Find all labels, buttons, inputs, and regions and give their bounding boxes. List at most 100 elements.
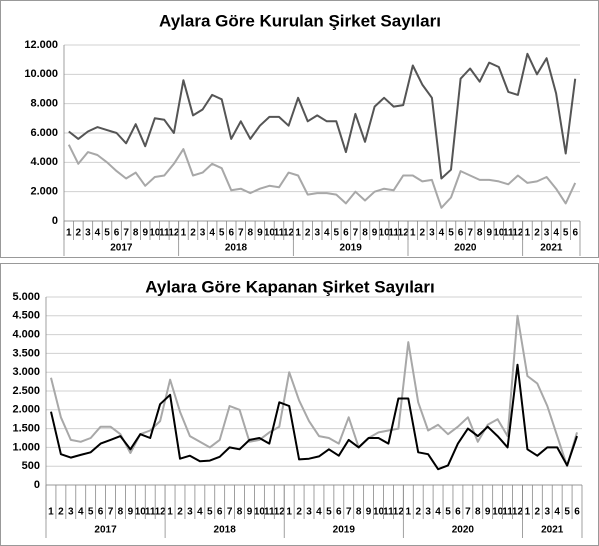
x-tick-label: 10 <box>254 507 266 518</box>
x-tick-label: 6 <box>228 228 234 239</box>
x-tick-label: 7 <box>123 228 129 239</box>
x-tick-label: 12 <box>155 507 167 518</box>
x-tick-label: 3 <box>425 507 431 518</box>
x-tick-label: 1 <box>410 228 416 239</box>
x-tick-label: 4 <box>78 507 84 518</box>
x-tick-label: 1 <box>295 228 301 239</box>
x-tick-label: 10 <box>135 507 147 518</box>
x-tick-label: 10 <box>373 507 385 518</box>
x-group-label: 2021 <box>540 243 563 254</box>
y-tick-label: 6.000 <box>30 127 58 139</box>
x-tick-label: 12 <box>512 507 524 518</box>
y-tick-label: 12.000 <box>24 39 58 51</box>
x-tick-label: 7 <box>467 228 473 239</box>
x-tick-label: 4 <box>316 507 322 518</box>
x-tick-label: 12 <box>274 507 286 518</box>
x-tick-label: 1 <box>181 228 187 239</box>
x-tick-label: 9 <box>247 507 253 518</box>
x-tick-label: 9 <box>486 228 492 239</box>
chart: Aylara Göre Kapanan Şirket Sayıları 0 500… <box>0 263 599 546</box>
x-tick-label: 8 <box>118 507 124 518</box>
x-tick-label: 8 <box>237 507 243 518</box>
x-tick-label: 5 <box>334 228 340 239</box>
x-tick-label: 3 <box>306 507 312 518</box>
x-group-label: 2020 <box>454 243 477 254</box>
x-tick-label: 8 <box>133 228 139 239</box>
x-tick-label: 2 <box>420 228 426 239</box>
x-tick-label: 7 <box>108 507 114 518</box>
x-tick-label: 7 <box>465 507 471 518</box>
x-tick-label: 5 <box>563 228 569 239</box>
x-tick-label: 11 <box>503 228 514 239</box>
data-line <box>68 52 577 180</box>
x-tick-label: 6 <box>114 228 120 239</box>
x-tick-label: 7 <box>346 507 352 518</box>
x-tick-label: 3 <box>85 228 91 239</box>
x-tick-label: 2 <box>296 507 302 518</box>
data-line <box>67 144 577 209</box>
y-tick-label: 8.000 <box>30 98 58 110</box>
y-tick-label: 0 <box>52 215 58 227</box>
x-tick-label: 10 <box>264 228 276 239</box>
x-tick-label: 12 <box>283 228 295 239</box>
x-group-label: 2017 <box>110 243 133 254</box>
y-tick-label: 2.000 <box>12 404 40 416</box>
x-tick-label: 6 <box>336 507 342 518</box>
x-tick-label: 10 <box>492 507 504 518</box>
x-tick-label: 4 <box>324 228 330 239</box>
x-tick-label: 2 <box>534 228 540 239</box>
x-tick-label: 9 <box>257 228 263 239</box>
chart-title: Aylara Göre Kurulan Şirket Sayıları <box>159 11 441 30</box>
x-tick-label: 3 <box>544 228 550 239</box>
x-tick-label: 5 <box>207 507 213 518</box>
y-tick-label: 0 <box>34 479 40 491</box>
chart-title: Aylara Göre Kapanan Şirket Sayıları <box>145 277 434 296</box>
x-tick-label: 9 <box>372 228 378 239</box>
x-tick-label: 9 <box>128 507 134 518</box>
x-tick-label: 11 <box>264 507 275 518</box>
x-group-label: 2019 <box>340 243 363 254</box>
x-tick-label: 4 <box>435 507 441 518</box>
x-tick-label: 10 <box>379 228 391 239</box>
x-tick-label: 5 <box>326 507 332 518</box>
x-tick-label: 7 <box>353 228 359 239</box>
x-tick-label: 9 <box>366 507 372 518</box>
x-tick-label: 12 <box>168 228 180 239</box>
x-tick-label: 5 <box>445 507 451 518</box>
x-tick-label: 1 <box>48 507 54 518</box>
x-tick-label: 4 <box>554 507 560 518</box>
chart: Aylara Göre Kurulan Şirket Sayıları 0 2.0… <box>0 0 599 258</box>
x-tick-label: 6 <box>217 507 223 518</box>
x-tick-label: 6 <box>458 228 464 239</box>
x-tick-label: 6 <box>455 507 461 518</box>
x-tick-label: 3 <box>544 507 550 518</box>
y-tick-label: 1.500 <box>12 423 40 435</box>
x-tick-label: 11 <box>274 228 285 239</box>
chart-frame <box>0 263 599 546</box>
x-tick-label: 8 <box>477 228 483 239</box>
x-tick-label: 4 <box>439 228 445 239</box>
x-tick-label: 6 <box>98 507 104 518</box>
x-tick-label: 8 <box>362 228 368 239</box>
x-tick-label: 1 <box>525 228 531 239</box>
x-tick-label: 4 <box>95 228 101 239</box>
x-tick-label: 11 <box>388 228 399 239</box>
x-tick-label: 5 <box>88 507 94 518</box>
x-tick-label: 9 <box>142 228 148 239</box>
x-tick-label: 11 <box>383 507 394 518</box>
y-tick-label: 4.000 <box>12 329 40 341</box>
x-tick-label: 8 <box>248 228 254 239</box>
x-tick-label: 8 <box>475 507 481 518</box>
x-tick-label: 3 <box>314 228 320 239</box>
x-tick-label: 3 <box>429 228 435 239</box>
x-group-label: 2019 <box>333 525 356 536</box>
chart-frame <box>0 0 599 258</box>
x-tick-label: 6 <box>572 228 578 239</box>
x-tick-label: 2 <box>415 507 421 518</box>
x-tick-label: 2 <box>190 228 196 239</box>
x-tick-label: 9 <box>485 507 491 518</box>
y-tick-label: 5.000 <box>12 291 40 303</box>
x-tick-label: 4 <box>553 228 559 239</box>
y-tick-label: 2.000 <box>30 186 58 198</box>
